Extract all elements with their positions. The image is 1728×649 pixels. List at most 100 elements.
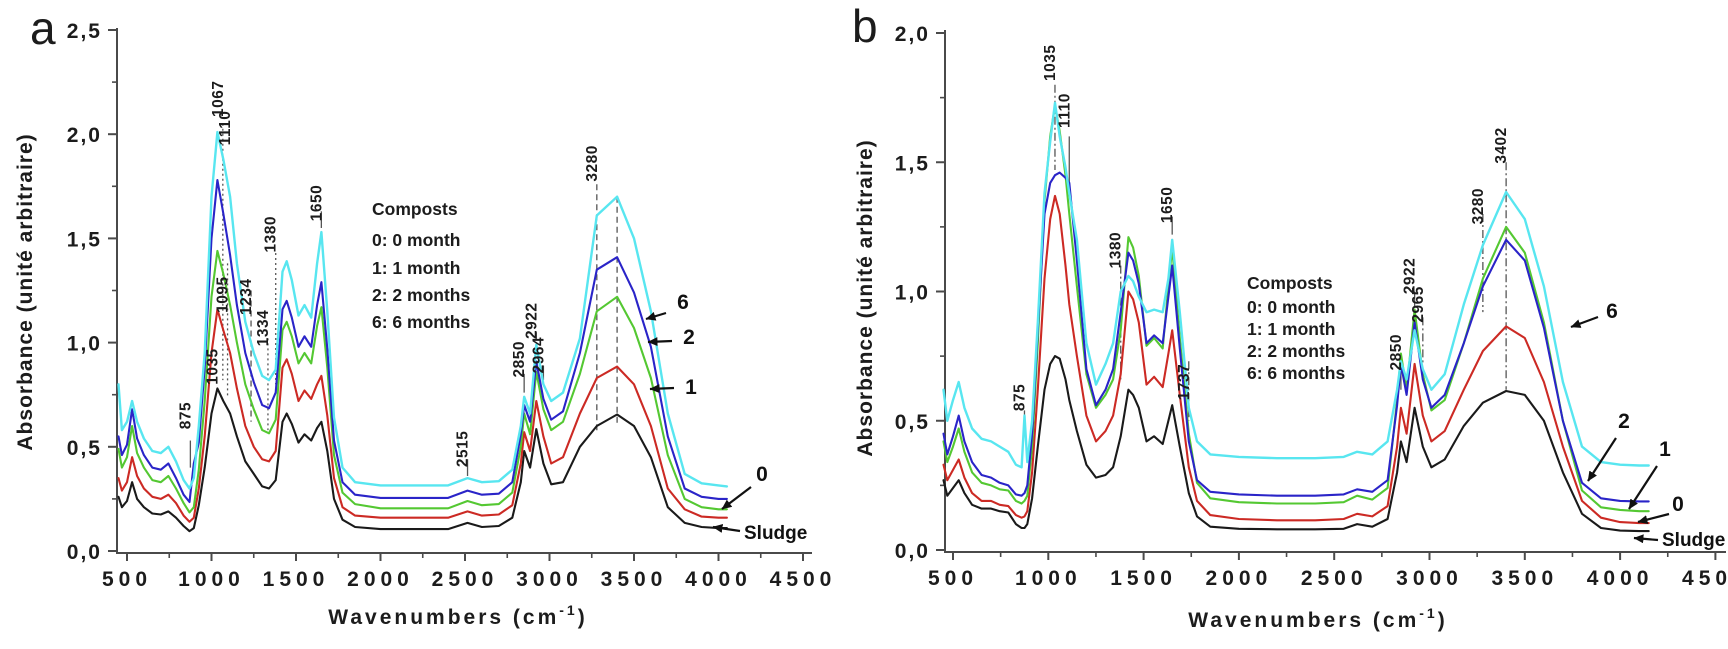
legend: Composts 0: 0 month 1: 1 month 2: 2 months 6… bbox=[372, 199, 470, 332]
x-tick-label: 2000 bbox=[347, 568, 414, 591]
y-tick-label: 1,0 bbox=[895, 282, 930, 305]
series-line-1 bbox=[117, 249, 728, 514]
peak-label-2964: 2964 bbox=[530, 337, 547, 373]
peak-label-2965: 2965 bbox=[1410, 286, 1427, 322]
series-line-0 bbox=[117, 308, 728, 523]
x-tick-label: 3000 bbox=[516, 568, 583, 591]
curve-arrow-2 bbox=[1587, 437, 1617, 482]
x-tick-label: 3000 bbox=[1396, 567, 1463, 590]
curve-arrow-Sludge bbox=[712, 523, 741, 533]
curve-label-2: 2 bbox=[683, 326, 695, 349]
x-tick-label: 3500 bbox=[1491, 567, 1558, 590]
peak-label-1110: 1110 bbox=[1056, 93, 1073, 128]
legend-item: 1: 1 month bbox=[372, 258, 460, 278]
curve-label-0: 0 bbox=[1672, 493, 1684, 516]
panel-a: a 0,0 0,5 1,0 1,5 2,0 2,5 500 1000 1500 2000 2500 30… bbox=[14, 2, 837, 629]
series-line-2 bbox=[942, 171, 1650, 503]
peak-label-2922: 2922 bbox=[523, 302, 540, 338]
x-tick-label: 4500 bbox=[1682, 567, 1728, 590]
x-tick-label: 3500 bbox=[601, 568, 668, 591]
curve-label-Sludge: Sludge bbox=[744, 523, 807, 544]
peak-label-3402: 3402 bbox=[1493, 127, 1510, 163]
legend-title: Composts bbox=[372, 199, 458, 219]
curve-label-1: 1 bbox=[685, 376, 697, 399]
peak-label-1234: 1234 bbox=[238, 279, 255, 315]
peak-label-875: 875 bbox=[177, 402, 194, 429]
peak-label-3280: 3280 bbox=[584, 145, 601, 181]
series-line-0 bbox=[942, 194, 1650, 525]
y-tick-label: 2,5 bbox=[67, 20, 102, 43]
x-axis-title: Wavenumbers (cm-1) bbox=[328, 602, 587, 629]
peak-label-1110: 1110 bbox=[217, 111, 234, 146]
x-tick-label: 1500 bbox=[1110, 567, 1177, 590]
peak-label-2850: 2850 bbox=[1388, 334, 1405, 370]
legend-item: 2: 2 months bbox=[1247, 341, 1345, 361]
curve-label-Sludge: Sludge bbox=[1662, 530, 1725, 551]
y-tick-label: 1,5 bbox=[895, 152, 930, 175]
series-line-Sludge bbox=[942, 355, 1650, 533]
x-tick-label: 4000 bbox=[685, 568, 752, 591]
curve-label-0: 0 bbox=[756, 463, 768, 486]
x-tick-label: 4000 bbox=[1587, 567, 1654, 590]
y-tick-label: 0,0 bbox=[67, 541, 102, 564]
curve-arrow-1 bbox=[1628, 465, 1658, 510]
peak-label-1380: 1380 bbox=[263, 216, 280, 252]
curve-arrow-2 bbox=[647, 337, 673, 347]
peak-label-1737: 1737 bbox=[1176, 364, 1193, 400]
x-tick-label: 1000 bbox=[1015, 567, 1082, 590]
y-tick-label: 1,5 bbox=[67, 228, 102, 251]
peak-label-1334: 1334 bbox=[255, 310, 272, 346]
series-line-6 bbox=[942, 101, 1650, 469]
series-line-6 bbox=[117, 130, 729, 490]
peak-label-1650: 1650 bbox=[1159, 187, 1176, 223]
curve-arrow-0 bbox=[1637, 512, 1670, 524]
axes bbox=[944, 30, 1726, 553]
series-line-Sludge bbox=[117, 387, 728, 533]
legend-title: Composts bbox=[1247, 273, 1333, 293]
peak-label-1380: 1380 bbox=[1108, 232, 1125, 268]
peak-label-1035: 1035 bbox=[204, 348, 221, 384]
peak-label-1067: 1067 bbox=[210, 81, 227, 117]
curve-arrow-Sludge bbox=[1633, 534, 1659, 544]
peak-label-2850: 2850 bbox=[511, 341, 528, 377]
peak-label-3280: 3280 bbox=[1470, 188, 1487, 224]
x-tick-label: 2500 bbox=[1301, 567, 1368, 590]
legend-item: 1: 1 month bbox=[1247, 319, 1335, 339]
x-tick-label: 1000 bbox=[178, 568, 245, 591]
y-tick-label: 1,0 bbox=[67, 333, 102, 356]
y-tick-label: 2,0 bbox=[67, 124, 102, 147]
legend-item: 6: 6 months bbox=[1247, 363, 1345, 383]
series-line-2 bbox=[117, 178, 728, 504]
legend-item: 0: 0 month bbox=[372, 230, 460, 250]
panel-letter-b: b bbox=[852, 0, 878, 52]
x-tick-label: 500 bbox=[928, 567, 978, 590]
y-tick-label: 0,5 bbox=[895, 411, 930, 434]
peak-label-2922: 2922 bbox=[1402, 258, 1419, 294]
x-tick-label: 2000 bbox=[1206, 567, 1273, 590]
peak-label-2515: 2515 bbox=[455, 431, 472, 467]
curve-arrow-1 bbox=[649, 384, 675, 394]
curve-label-6: 6 bbox=[677, 291, 689, 314]
axes bbox=[116, 28, 812, 554]
x-tick-label: 500 bbox=[102, 568, 152, 591]
legend-item: 2: 2 months bbox=[372, 285, 470, 305]
peak-label-1650: 1650 bbox=[308, 185, 325, 221]
curve-label-6: 6 bbox=[1606, 300, 1618, 323]
panel-letter-a: a bbox=[30, 2, 56, 54]
series-line-1 bbox=[942, 104, 1650, 513]
y-tick-label: 0,0 bbox=[895, 540, 930, 563]
curve-arrow-6 bbox=[645, 311, 667, 321]
peak-label-1095: 1095 bbox=[215, 276, 232, 312]
curve-arrow-0 bbox=[721, 486, 752, 510]
y-axis-title: Absorbance (unité arbitraire) bbox=[854, 139, 877, 456]
legend-item: 6: 6 months bbox=[372, 312, 470, 332]
x-tick-label: 2500 bbox=[432, 568, 499, 591]
x-axis-title: Wavenumbers (cm-1) bbox=[1188, 605, 1447, 632]
x-tick-label: 4500 bbox=[770, 568, 837, 591]
curve-arrow-6 bbox=[1570, 315, 1599, 329]
curve-label-2: 2 bbox=[1618, 410, 1630, 433]
y-tick-label: 2,0 bbox=[895, 23, 930, 46]
